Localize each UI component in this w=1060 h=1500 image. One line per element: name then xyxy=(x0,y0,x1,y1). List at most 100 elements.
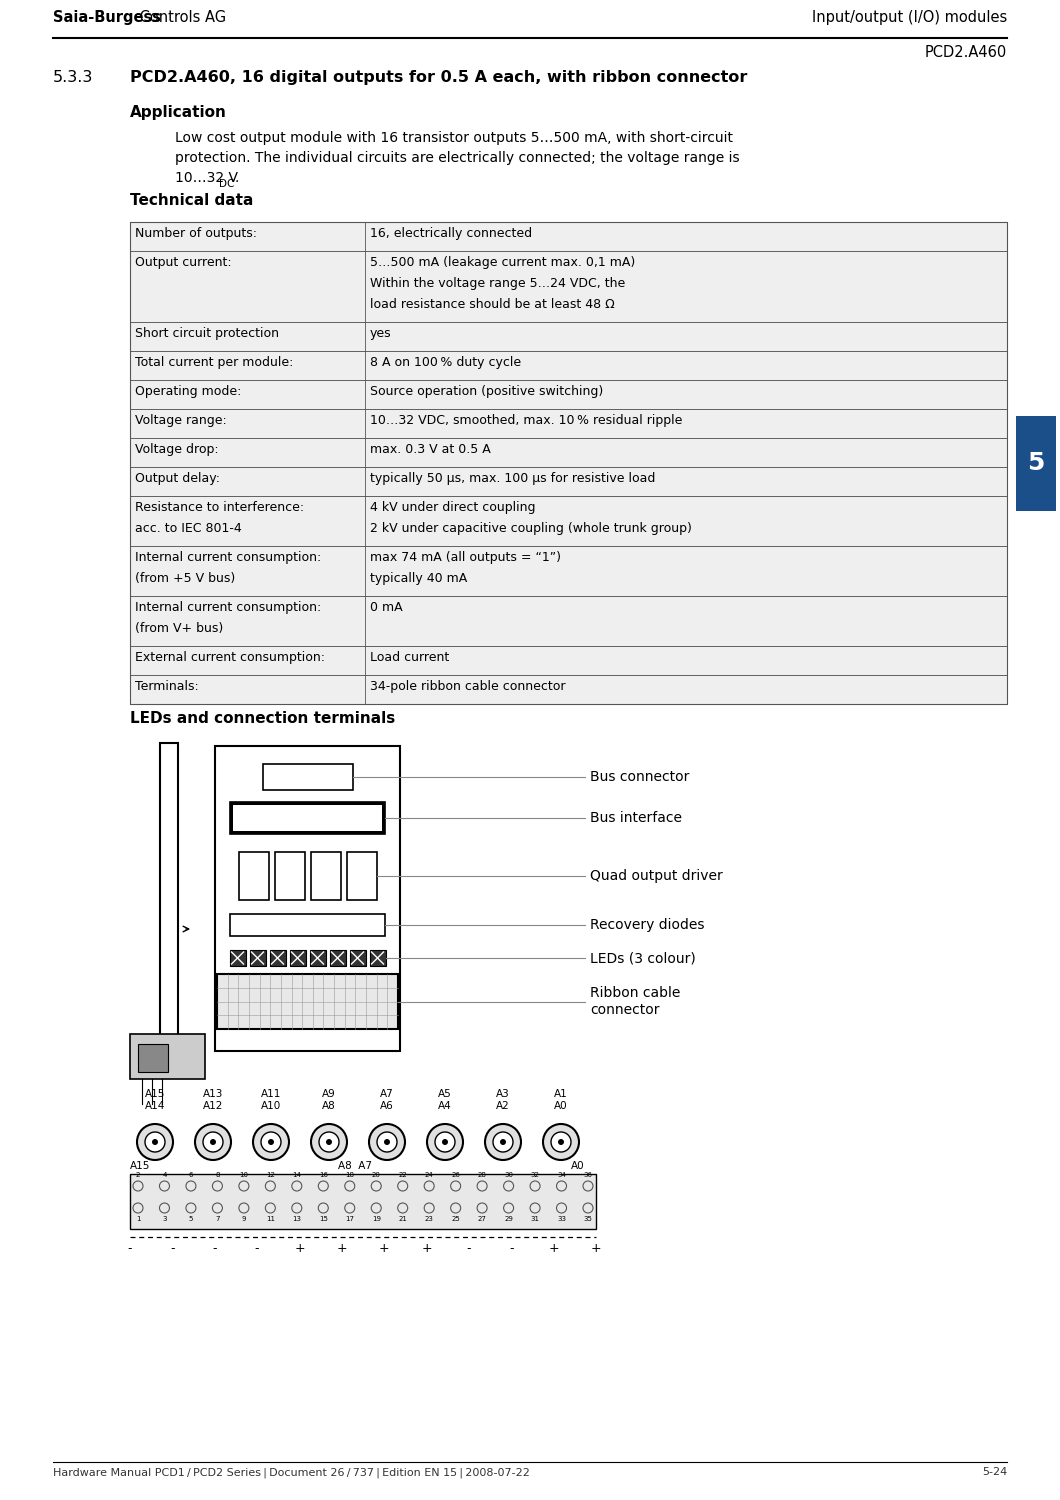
Text: -: - xyxy=(170,1242,175,1256)
Text: PCD2.A460: PCD2.A460 xyxy=(924,45,1007,60)
Circle shape xyxy=(268,1138,273,1144)
Text: protection. The individual circuits are electrically connected; the voltage rang: protection. The individual circuits are … xyxy=(175,152,740,165)
Text: +: + xyxy=(421,1242,431,1256)
Text: 10…32 VDC, smoothed, max. 10 % residual ripple: 10…32 VDC, smoothed, max. 10 % residual … xyxy=(370,414,683,428)
Text: 20: 20 xyxy=(372,1172,381,1178)
Text: Quad output driver: Quad output driver xyxy=(590,868,723,883)
Text: typically 40 mA: typically 40 mA xyxy=(370,572,467,585)
Text: typically 50 μs, max. 100 μs for resistive load: typically 50 μs, max. 100 μs for resisti… xyxy=(370,472,655,484)
Bar xyxy=(130,222,1007,251)
Bar xyxy=(230,802,385,834)
Text: 16, electrically connected: 16, electrically connected xyxy=(370,226,532,240)
Text: A5
A4: A5 A4 xyxy=(438,1089,452,1112)
Bar xyxy=(138,1044,167,1072)
Text: 13: 13 xyxy=(293,1216,301,1222)
Bar xyxy=(330,950,346,966)
Text: LEDs and connection terminals: LEDs and connection terminals xyxy=(130,711,395,726)
Text: Output current:: Output current: xyxy=(135,256,232,268)
Text: 15: 15 xyxy=(319,1216,328,1222)
Text: 4 kV under direct coupling: 4 kV under direct coupling xyxy=(370,501,535,515)
Text: Source operation (positive switching): Source operation (positive switching) xyxy=(370,386,603,398)
Text: 28: 28 xyxy=(478,1172,487,1178)
Text: Internal current consumption:: Internal current consumption: xyxy=(135,550,321,564)
Circle shape xyxy=(253,1124,289,1160)
Text: yes: yes xyxy=(370,327,391,340)
Text: 22: 22 xyxy=(399,1172,407,1178)
Text: 5…500 mA (leakage current max. 0,1 mA): 5…500 mA (leakage current max. 0,1 mA) xyxy=(370,256,635,268)
Text: 10…32 V: 10…32 V xyxy=(175,171,238,184)
Circle shape xyxy=(543,1124,579,1160)
Text: +: + xyxy=(378,1242,389,1256)
Text: 35: 35 xyxy=(584,1216,593,1222)
Text: Total current per module:: Total current per module: xyxy=(135,356,294,369)
Circle shape xyxy=(435,1132,455,1152)
Text: A9
A8: A9 A8 xyxy=(322,1089,336,1112)
Text: Short circuit protection: Short circuit protection xyxy=(135,327,279,340)
Text: +: + xyxy=(548,1242,559,1256)
Text: Input/output (I/O) modules: Input/output (I/O) modules xyxy=(812,10,1007,26)
Text: 36: 36 xyxy=(583,1172,593,1178)
Text: 5-24: 5-24 xyxy=(982,1467,1007,1478)
Text: Voltage range:: Voltage range: xyxy=(135,414,227,428)
Text: Ribbon cable
connector: Ribbon cable connector xyxy=(590,987,681,1017)
Text: 2: 2 xyxy=(136,1172,140,1178)
Text: -: - xyxy=(128,1242,132,1256)
Text: 29: 29 xyxy=(505,1216,513,1222)
Text: -: - xyxy=(466,1242,471,1256)
Bar xyxy=(233,806,382,831)
Bar xyxy=(347,852,376,900)
Text: A13
A12: A13 A12 xyxy=(202,1089,224,1112)
Text: Output delay:: Output delay: xyxy=(135,472,220,484)
Circle shape xyxy=(326,1138,332,1144)
Bar xyxy=(130,380,1007,410)
Bar xyxy=(130,222,1007,704)
Text: 19: 19 xyxy=(372,1216,381,1222)
Text: Internal current consumption:: Internal current consumption: xyxy=(135,602,321,613)
Circle shape xyxy=(145,1132,165,1152)
Text: A8  A7: A8 A7 xyxy=(338,1161,372,1172)
Bar xyxy=(130,251,1007,322)
Text: 18: 18 xyxy=(346,1172,354,1178)
Text: -: - xyxy=(509,1242,513,1256)
Text: 23: 23 xyxy=(425,1216,434,1222)
Text: A15: A15 xyxy=(130,1161,151,1172)
Text: 0 mA: 0 mA xyxy=(370,602,403,613)
Text: 31: 31 xyxy=(531,1216,540,1222)
Text: max. 0.3 V at 0.5 A: max. 0.3 V at 0.5 A xyxy=(370,442,491,456)
Bar xyxy=(217,974,398,1029)
Circle shape xyxy=(204,1132,223,1152)
Bar xyxy=(130,496,1007,546)
Text: load resistance should be at least 48 Ω: load resistance should be at least 48 Ω xyxy=(370,298,615,310)
Circle shape xyxy=(377,1132,398,1152)
Text: 24: 24 xyxy=(425,1172,434,1178)
Bar xyxy=(238,852,268,900)
Text: acc. to IEC 801-4: acc. to IEC 801-4 xyxy=(135,522,242,536)
Text: Within the voltage range 5…24 VDC, the: Within the voltage range 5…24 VDC, the xyxy=(370,278,625,290)
Bar xyxy=(230,950,246,966)
Circle shape xyxy=(311,1124,347,1160)
Text: 8: 8 xyxy=(215,1172,219,1178)
Circle shape xyxy=(500,1138,506,1144)
Text: Controls AG: Controls AG xyxy=(135,10,226,26)
Text: Recovery diodes: Recovery diodes xyxy=(590,918,705,932)
Text: 34-pole ribbon cable connector: 34-pole ribbon cable connector xyxy=(370,680,565,693)
Text: Number of outputs:: Number of outputs: xyxy=(135,226,257,240)
Bar xyxy=(130,1034,205,1078)
Bar xyxy=(130,596,1007,646)
Bar xyxy=(130,410,1007,438)
Bar xyxy=(130,1174,596,1228)
Text: 27: 27 xyxy=(478,1216,487,1222)
Circle shape xyxy=(442,1138,448,1144)
Text: Technical data: Technical data xyxy=(130,194,253,208)
Circle shape xyxy=(369,1124,405,1160)
Text: 12: 12 xyxy=(266,1172,275,1178)
Text: 3: 3 xyxy=(162,1216,166,1222)
Bar xyxy=(263,764,353,790)
Bar xyxy=(350,950,366,966)
Text: 25: 25 xyxy=(452,1216,460,1222)
Text: 5.3.3: 5.3.3 xyxy=(53,70,93,86)
Bar xyxy=(1015,416,1056,510)
Circle shape xyxy=(210,1138,216,1144)
Text: 5: 5 xyxy=(1027,452,1045,476)
Text: -: - xyxy=(212,1242,217,1256)
